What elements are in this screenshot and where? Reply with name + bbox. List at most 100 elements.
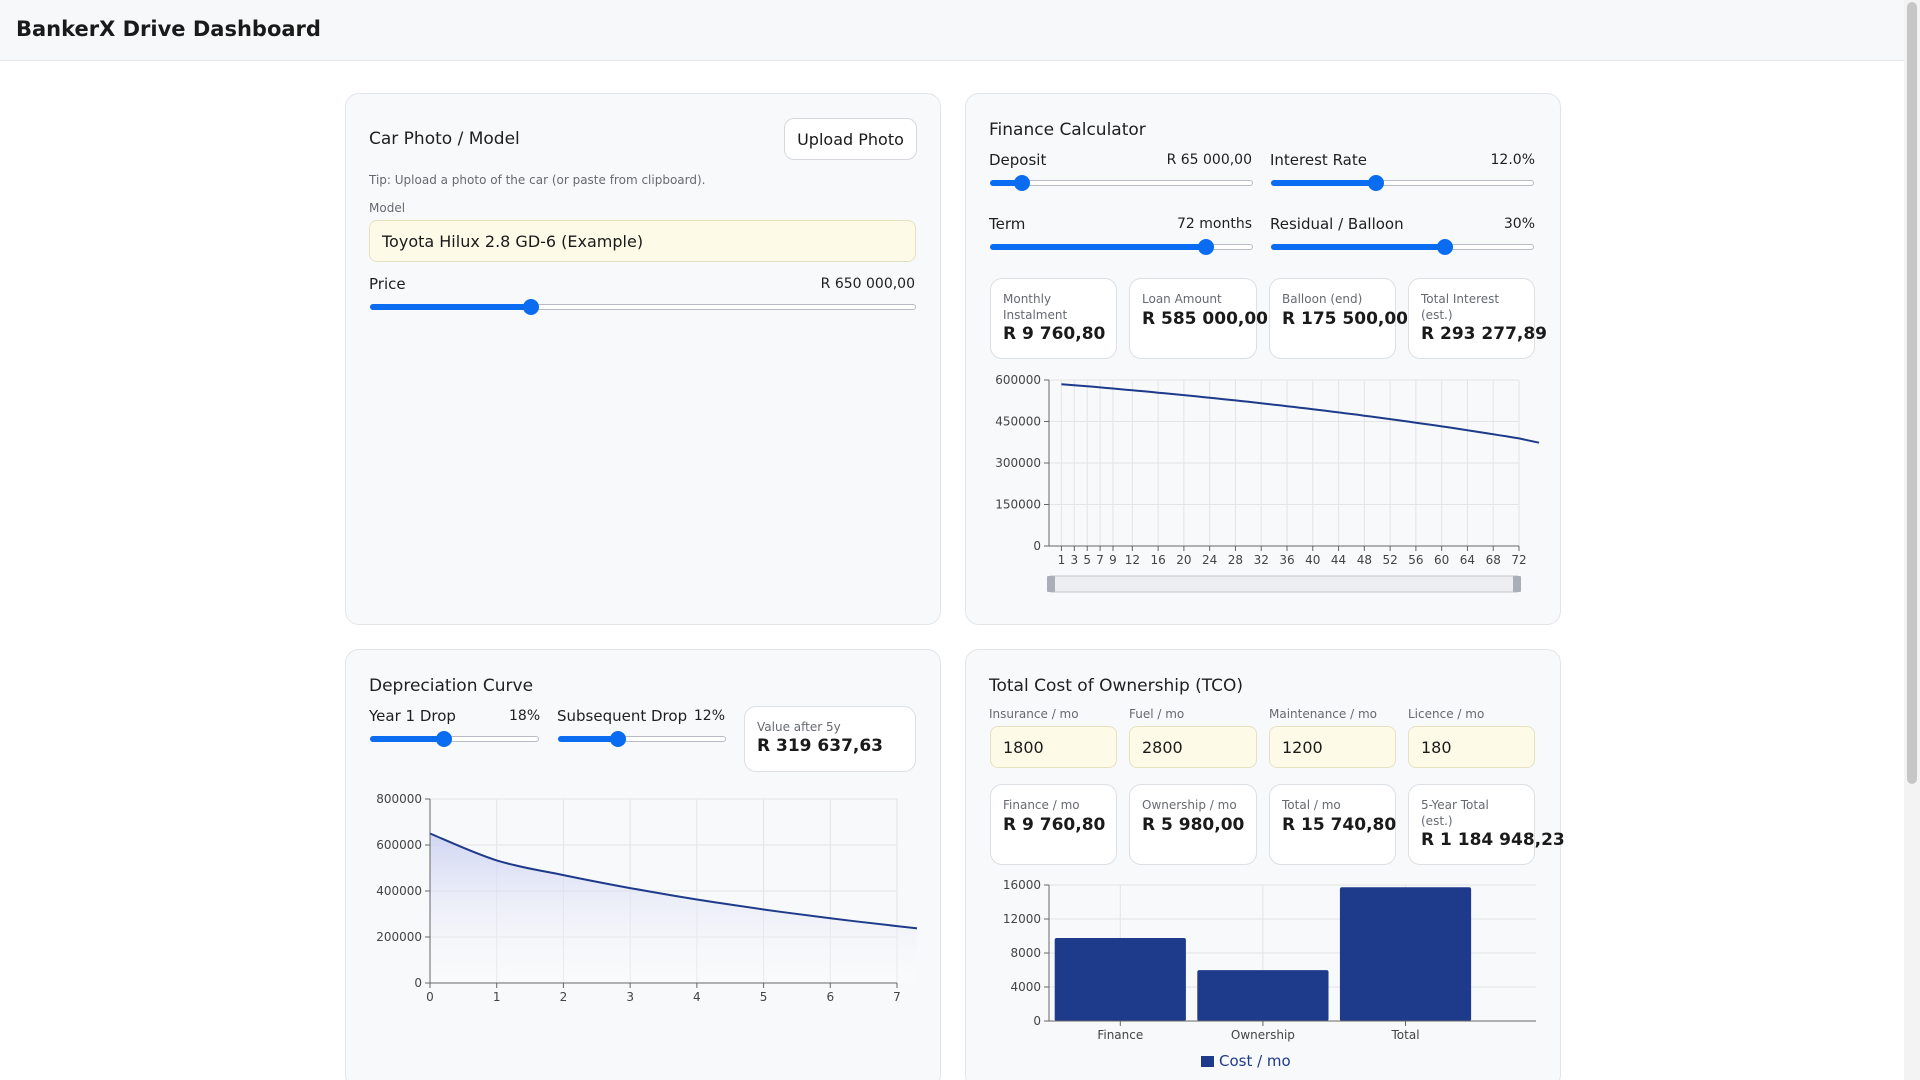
- x-tick-label: Total: [1391, 1028, 1420, 1042]
- y-tick-label: 150000: [995, 498, 1041, 512]
- licence-input[interactable]: 180: [1408, 726, 1535, 768]
- interest-rate-slider-thumb[interactable]: [1368, 175, 1385, 191]
- year1-drop-slider-thumb[interactable]: [436, 731, 453, 747]
- stat-loan-amount: Loan Amount R 585 000,00: [1129, 278, 1268, 359]
- top-bar: BankerX Drive Dashboard: [0, 0, 1904, 61]
- licence-label: Licence / mo: [1408, 707, 1485, 721]
- stat-total-interest: Total Interest (est.) R 293 277,89: [1408, 278, 1547, 359]
- y-tick-label: 200000: [376, 930, 422, 944]
- fuel-input[interactable]: 2800: [1129, 726, 1257, 768]
- year1-drop-value: 18%: [509, 708, 541, 724]
- price-slider-thumb[interactable]: [523, 299, 540, 315]
- depreciation-card: Depreciation Curve Year 1 Drop 18% Subse…: [345, 649, 941, 1080]
- y-tick-label: 0: [1033, 1014, 1041, 1028]
- x-tick-label: 52: [1382, 553, 1397, 567]
- stat-value: R 1 184 948,23: [1421, 830, 1565, 850]
- stat-label: Loan Amount: [1142, 292, 1222, 306]
- x-tick-label: 9: [1109, 553, 1117, 567]
- balloon-slider-thumb[interactable]: [1436, 239, 1453, 255]
- x-tick-label: 7: [893, 990, 901, 1004]
- term-label: Term: [989, 215, 1026, 233]
- x-tick-label: 5: [760, 990, 768, 1004]
- scrollbar[interactable]: [1904, 0, 1920, 1080]
- deposit-value: R 65 000,00: [1166, 152, 1252, 168]
- year1-drop-label: Year 1 Drop: [369, 707, 456, 725]
- stat-value: R 9 760,80: [1003, 324, 1106, 344]
- stat-value-after-5y: Value after 5y R 319 637,63: [744, 706, 916, 772]
- x-tick-label: 7: [1096, 553, 1104, 567]
- scrollbar-thumb[interactable]: [1907, 2, 1917, 784]
- subsequent-drop-label: Subsequent Drop: [557, 707, 688, 725]
- y-tick-label: 400000: [376, 884, 422, 898]
- y-tick-label: 16000: [1003, 878, 1041, 892]
- stat-monthly-instalment: Monthly Instalment R 9 760,80: [990, 278, 1117, 359]
- y-tick-label: 600000: [995, 373, 1041, 387]
- finance-card-title: Finance Calculator: [989, 120, 1146, 140]
- stat-label: Finance / mo: [1003, 798, 1080, 812]
- legend-swatch: [1201, 1056, 1214, 1067]
- x-tick-label: 60: [1434, 553, 1449, 567]
- x-tick-label: 1: [1058, 553, 1066, 567]
- depreciation-chart: 0 200000 400000 600000 800000 0 1 2 3 4 5 6 7: [376, 792, 918, 1004]
- zoom-handle-left: [1047, 576, 1055, 592]
- upload-photo-button[interactable]: Upload Photo: [784, 118, 917, 160]
- fuel-label: Fuel / mo: [1129, 707, 1185, 721]
- stat-ownership-mo: Ownership / mo R 5 980,00: [1129, 784, 1257, 865]
- x-tick-label: 32: [1254, 553, 1269, 567]
- y-tick-label: 600000: [376, 838, 422, 852]
- bar-ownership: [1197, 970, 1329, 1021]
- model-label: Model: [369, 201, 406, 215]
- zoom-slider-track: [1048, 575, 1520, 593]
- x-tick-label: 5: [1083, 553, 1091, 567]
- photo-card: Car Photo / Model Upload Photo Tip: Uplo…: [345, 93, 941, 625]
- term-slider-thumb[interactable]: [1197, 239, 1214, 255]
- stat-value: R 5 980,00: [1142, 815, 1245, 835]
- y-tick-label: 8000: [1010, 946, 1041, 960]
- x-tick-label: 64: [1460, 553, 1475, 567]
- stat-value: R 585 000,00: [1142, 309, 1269, 329]
- stat-balloon-end: Balloon (end) R 175 500,00: [1269, 278, 1408, 359]
- y-tick-label: 4000: [1010, 980, 1041, 994]
- app-title: BankerX Drive Dashboard: [16, 17, 321, 41]
- x-tick-label: 56: [1408, 553, 1423, 567]
- bar-finance: [1054, 938, 1186, 1021]
- x-tick-label: 68: [1486, 553, 1501, 567]
- x-tick-label: 20: [1176, 553, 1191, 567]
- stat-label: Monthly Instalment: [1003, 292, 1068, 322]
- insurance-input[interactable]: 1800: [990, 726, 1117, 768]
- y-tick-label: 300000: [995, 456, 1041, 470]
- stat-value: R 15 740,80: [1282, 815, 1397, 835]
- insurance-label: Insurance / mo: [989, 707, 1079, 721]
- x-tick-label: 40: [1305, 553, 1320, 567]
- stat-label: 5-Year Total (est.): [1421, 798, 1489, 828]
- deposit-slider[interactable]: [990, 175, 1253, 191]
- balloon-slider[interactable]: [1271, 239, 1534, 255]
- subsequent-drop-slider-thumb[interactable]: [610, 731, 627, 747]
- x-tick-label: 0: [426, 990, 434, 1004]
- subsequent-drop-slider[interactable]: [558, 731, 726, 747]
- stat-label: Ownership / mo: [1142, 798, 1237, 812]
- interest-rate-value: 12.0%: [1490, 152, 1535, 168]
- x-tick-label: 36: [1279, 553, 1294, 567]
- stat-value: R 9 760,80: [1003, 815, 1106, 835]
- tco-card-title: Total Cost of Ownership (TCO): [989, 676, 1244, 696]
- maintenance-input[interactable]: 1200: [1269, 726, 1396, 768]
- stat-label: Value after 5y: [757, 720, 841, 734]
- x-tick-label: 6: [826, 990, 834, 1004]
- stat-label: Total / mo: [1282, 798, 1341, 812]
- x-tick-label: Finance: [1097, 1028, 1143, 1042]
- term-value: 72 months: [1177, 216, 1252, 232]
- model-input[interactable]: Toyota Hilux 2.8 GD-6 (Example): [369, 220, 916, 262]
- series-area: [430, 833, 917, 983]
- deposit-slider-thumb[interactable]: [1013, 175, 1030, 191]
- x-tick-label: 24: [1202, 553, 1217, 567]
- x-tick-label: Ownership: [1231, 1028, 1295, 1042]
- year1-drop-slider[interactable]: [370, 731, 539, 747]
- price-slider[interactable]: [370, 299, 916, 315]
- bar-total: [1339, 887, 1472, 1021]
- stat-total-mo: Total / mo R 15 740,80: [1269, 784, 1396, 865]
- interest-rate-slider[interactable]: [1271, 175, 1534, 191]
- term-slider[interactable]: [990, 239, 1253, 255]
- x-tick-label: 2: [560, 990, 568, 1004]
- y-tick-label: 0: [414, 976, 422, 990]
